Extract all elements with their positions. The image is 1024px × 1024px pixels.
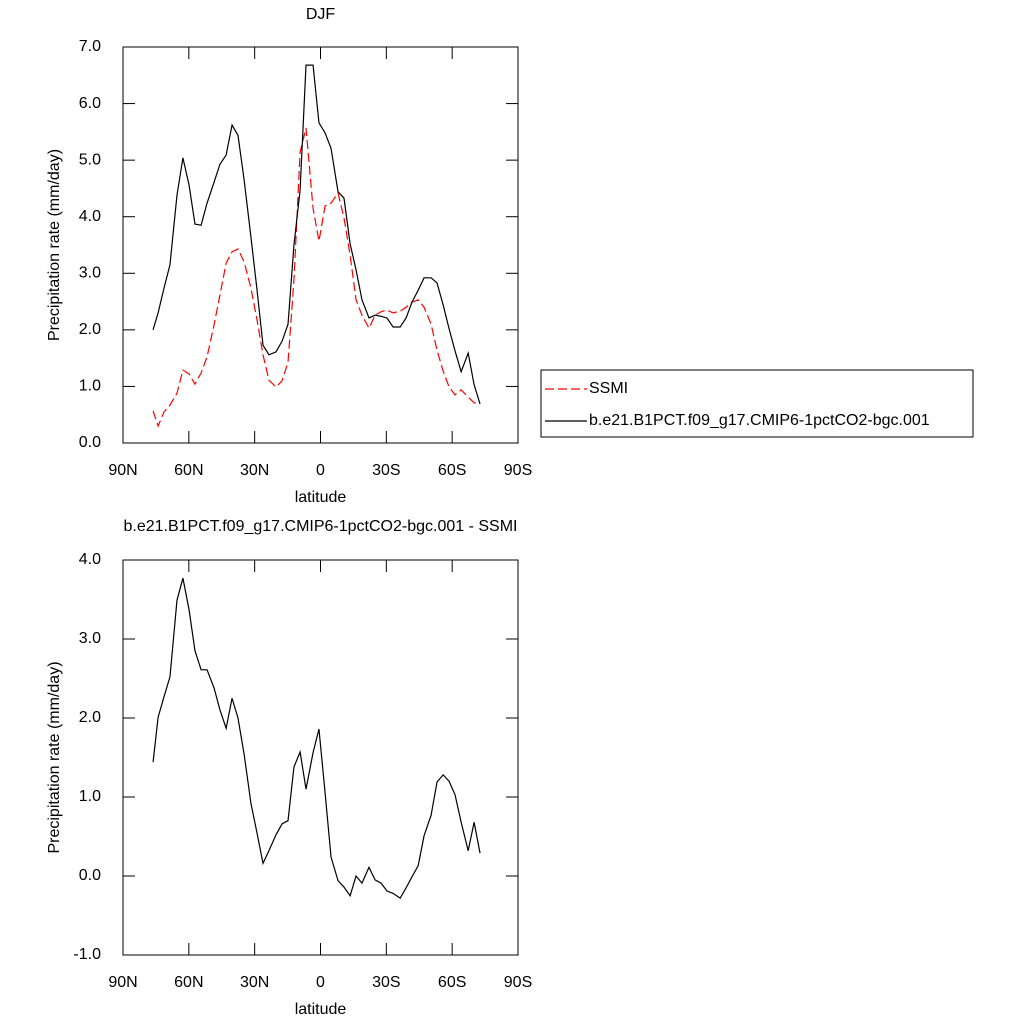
- y-axis-label: Precipitation rate (mm/day): [46, 149, 63, 341]
- x-tick-label: 0: [316, 974, 325, 991]
- x-axis-label: latitude: [295, 1001, 347, 1018]
- y-tick-label: 4.0: [79, 208, 101, 225]
- y-tick-label: 4.0: [79, 551, 101, 568]
- y-tick-label: 2.0: [79, 321, 101, 338]
- data-line: [152, 127, 481, 428]
- x-tick-label: 90S: [504, 462, 532, 479]
- y-tick-label: -1.0: [73, 946, 101, 963]
- y-axis-label: Precipitation rate (mm/day): [46, 661, 63, 853]
- y-tick-label: 1.0: [79, 378, 101, 395]
- chart-title: b.e21.B1PCT.f09_g17.CMIP6-1pctCO2-bgc.00…: [124, 518, 518, 535]
- chart-title: DJF: [306, 6, 336, 23]
- legend-label: b.e21.B1PCT.f09_g17.CMIP6-1pctCO2-bgc.00…: [589, 412, 930, 429]
- x-tick-label: 60S: [438, 974, 466, 991]
- x-tick-label: 60S: [438, 462, 466, 479]
- y-tick-label: 7.0: [79, 38, 101, 55]
- x-tick-label: 60N: [174, 462, 203, 479]
- x-tick-label: 30N: [240, 974, 269, 991]
- data-line: [152, 64, 481, 405]
- plot-frame: [122, 46, 519, 444]
- y-tick-label: 6.0: [79, 95, 101, 112]
- x-tick-label: 90S: [504, 974, 532, 991]
- x-tick-label: 90N: [108, 462, 137, 479]
- x-axis-label: latitude: [295, 489, 347, 506]
- data-line: [152, 578, 481, 899]
- x-tick-label: 0: [316, 462, 325, 479]
- y-tick-label: 3.0: [79, 265, 101, 282]
- x-tick-label: 30N: [240, 462, 269, 479]
- y-tick-label: 3.0: [79, 630, 101, 647]
- y-tick-label: 0.0: [79, 867, 101, 884]
- legend-label: SSMI: [589, 380, 628, 397]
- x-tick-label: 90N: [108, 974, 137, 991]
- x-tick-label: 60N: [174, 974, 203, 991]
- y-tick-label: 5.0: [79, 151, 101, 168]
- plot-frame: [122, 559, 519, 956]
- y-tick-label: 0.0: [79, 434, 101, 451]
- x-tick-label: 30S: [372, 462, 400, 479]
- x-tick-label: 30S: [372, 974, 400, 991]
- legend-box: [540, 369, 974, 438]
- y-tick-label: 1.0: [79, 788, 101, 805]
- y-tick-label: 2.0: [79, 709, 101, 726]
